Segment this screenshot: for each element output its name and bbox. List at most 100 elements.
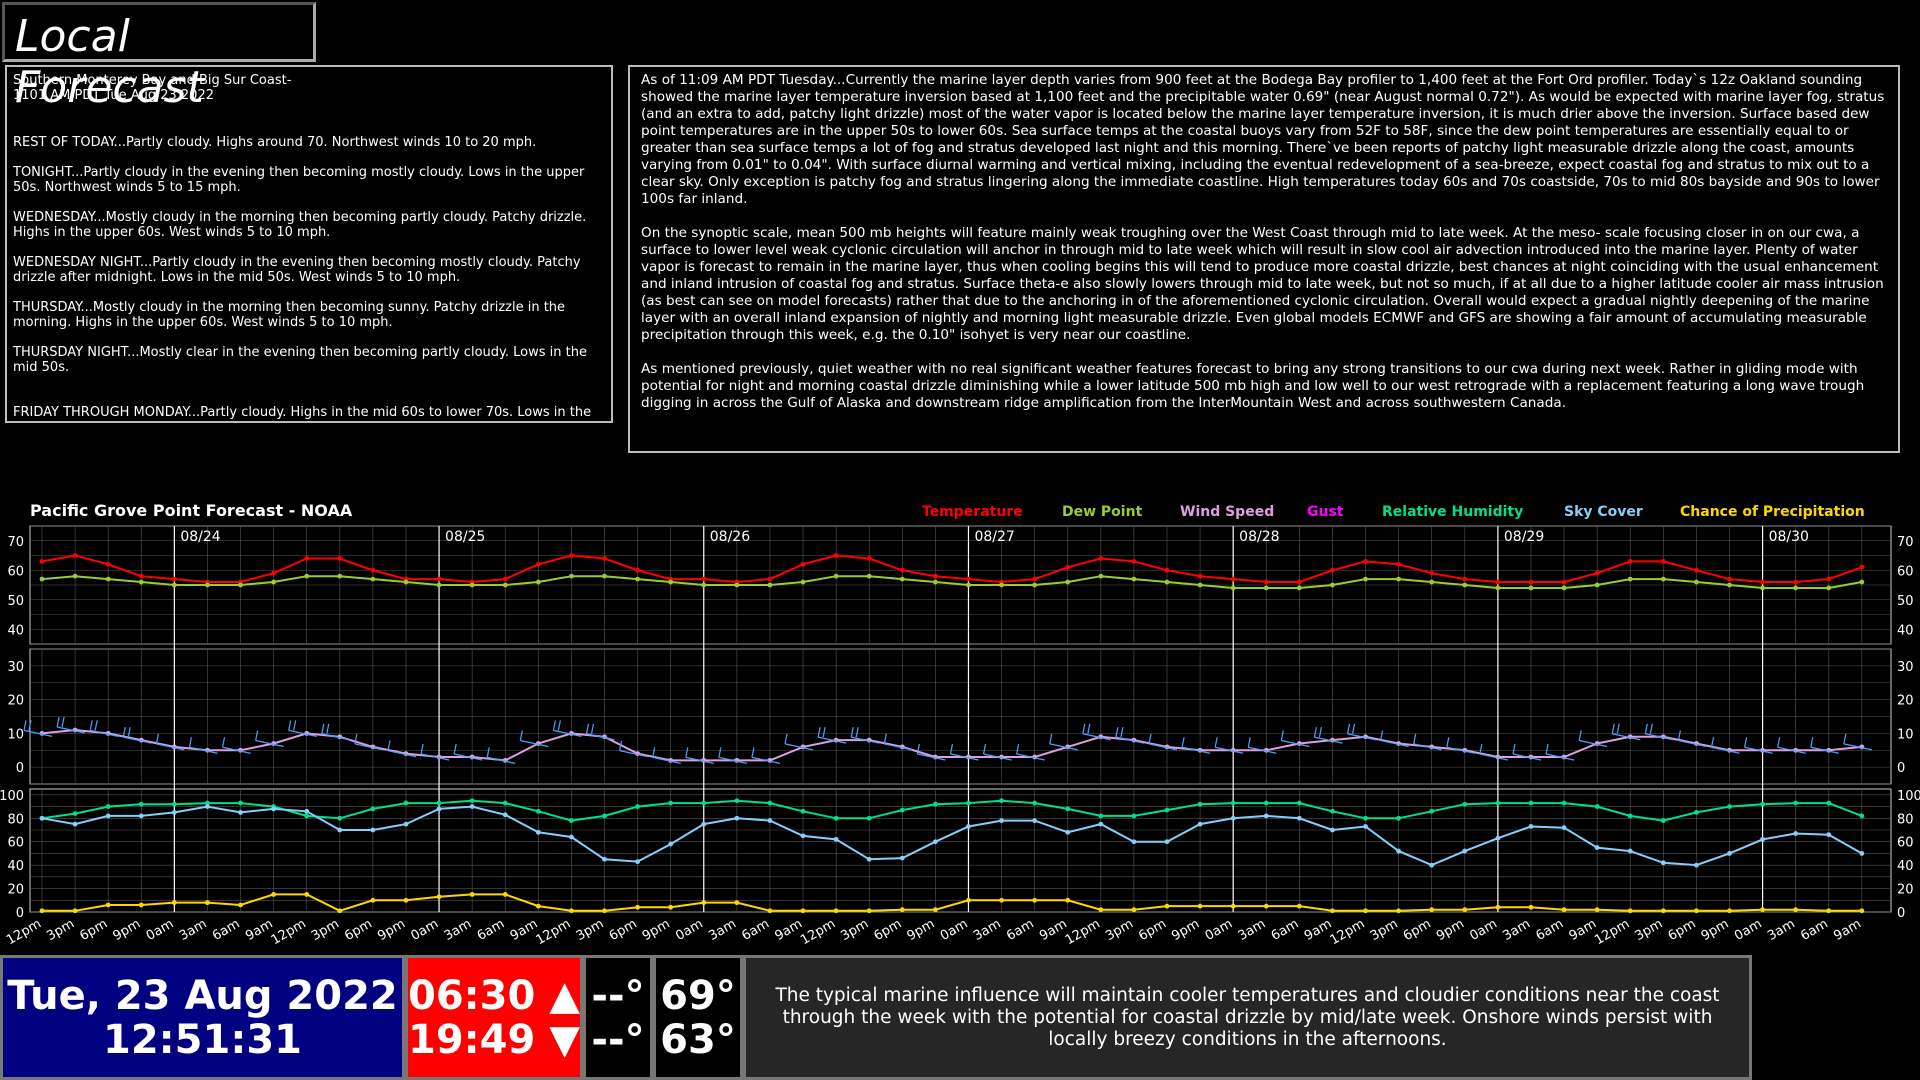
data-point <box>1131 576 1137 582</box>
data-point <box>1263 813 1269 819</box>
legend-entry: Dew Point <box>1062 504 1143 520</box>
data-point <box>1660 559 1666 564</box>
data-point <box>1296 585 1302 591</box>
data-point <box>602 908 607 914</box>
y-tick-label: 20 <box>7 883 24 898</box>
data-point <box>866 856 872 862</box>
wind-barb-flag <box>61 716 65 728</box>
wind-barb <box>685 756 714 764</box>
wind-barb-flag <box>1148 733 1152 744</box>
data-point <box>1230 585 1236 591</box>
wind-barb <box>255 739 284 748</box>
data-point <box>800 908 806 914</box>
wind-barb <box>420 753 450 761</box>
data-point <box>734 798 740 804</box>
data-point <box>668 800 674 806</box>
data-point <box>1296 815 1302 821</box>
zone-period: WEDNESDAY NIGHT...Partly cloudy in the e… <box>13 255 585 285</box>
data-point <box>205 582 210 588</box>
data-point <box>138 902 144 908</box>
data-point <box>1296 579 1302 585</box>
summary-text: The typical marine influence will mainta… <box>775 984 1720 1050</box>
x-tick-label: 6am <box>475 916 508 943</box>
data-point <box>833 815 839 821</box>
data-point <box>966 582 971 588</box>
date-time-cell: Tue, 23 Aug 2022 12:51:31 <box>0 955 405 1080</box>
legend-entry: Temperature <box>922 504 1023 520</box>
wind-barb-flag <box>188 737 193 748</box>
wind-barb-flag <box>453 743 457 755</box>
data-point <box>1098 813 1104 819</box>
y-tick-label: 40 <box>1897 623 1914 638</box>
wind-barb-flag <box>1280 730 1284 741</box>
wind-barb <box>1380 739 1409 748</box>
data-point <box>436 894 442 900</box>
data-point <box>1263 903 1269 909</box>
data-point <box>271 579 277 585</box>
x-tick-label: 12pm <box>533 916 573 948</box>
data-point <box>502 582 508 588</box>
zone-period: TONIGHT...Partly cloudy in the evening t… <box>13 165 589 195</box>
data-point <box>1230 800 1236 806</box>
data-point <box>1760 579 1765 585</box>
data-point <box>72 908 78 914</box>
data-point <box>72 811 78 816</box>
data-point <box>1859 851 1865 856</box>
data-point <box>304 556 310 561</box>
data-point <box>304 813 310 819</box>
data-point <box>1727 576 1732 582</box>
wind-barb-flag <box>56 716 60 728</box>
wind-barb <box>917 753 946 761</box>
x-tick-label: 9pm <box>375 916 408 944</box>
legend-entry: Wind Speed <box>1180 504 1274 520</box>
data-point <box>1760 801 1765 807</box>
wind-barb-flag <box>1677 730 1681 741</box>
wind-barb <box>586 733 615 741</box>
wind-barb-flag <box>221 737 226 748</box>
data-point <box>502 576 508 582</box>
wind-barb-flag <box>1649 723 1653 734</box>
y-tick-label: 20 <box>1897 694 1914 709</box>
data-point <box>1793 579 1799 585</box>
x-tick-label: 6pm <box>607 916 640 944</box>
data-point <box>1429 579 1435 585</box>
wind-barb <box>1512 753 1542 761</box>
wind-barb-flag <box>1049 733 1053 744</box>
wind-barb <box>354 743 384 751</box>
wind-barb-flag <box>822 727 826 738</box>
data-point <box>271 570 277 576</box>
wind-barb-flag <box>1087 723 1091 734</box>
data-point <box>171 810 177 815</box>
x-tick-label: 3pm <box>1368 916 1401 944</box>
data-point <box>171 801 177 807</box>
data-point <box>966 576 971 582</box>
data-point <box>105 804 111 809</box>
data-point <box>403 897 409 903</box>
wind-barb-flag <box>1413 733 1417 744</box>
y-tick-label: 80 <box>7 812 24 827</box>
y-tick-label: 30 <box>1897 660 1914 675</box>
data-point <box>602 573 607 579</box>
data-point <box>403 579 409 585</box>
wind-barb <box>56 726 86 734</box>
wind-barb <box>90 729 119 737</box>
data-point <box>1793 800 1799 806</box>
wind-barb <box>222 746 251 754</box>
data-point <box>271 806 277 812</box>
x-tick-label: 3am <box>971 916 1004 943</box>
data-point <box>1098 556 1104 561</box>
data-point <box>1594 804 1600 809</box>
wind-barb <box>1678 739 1707 748</box>
wind-barb-flag <box>486 747 490 758</box>
data-point <box>1594 570 1600 576</box>
x-tick-label: 9pm <box>905 916 938 944</box>
wind-barb <box>619 750 648 758</box>
data-point <box>1065 897 1071 903</box>
y-tick-label: 50 <box>1897 594 1914 609</box>
data-point <box>1032 897 1038 903</box>
wind-barb-flag <box>1346 723 1351 734</box>
data-point <box>1793 831 1799 836</box>
data-point <box>602 556 607 561</box>
data-point <box>1859 813 1865 819</box>
wind-barb-flag <box>1616 723 1620 734</box>
